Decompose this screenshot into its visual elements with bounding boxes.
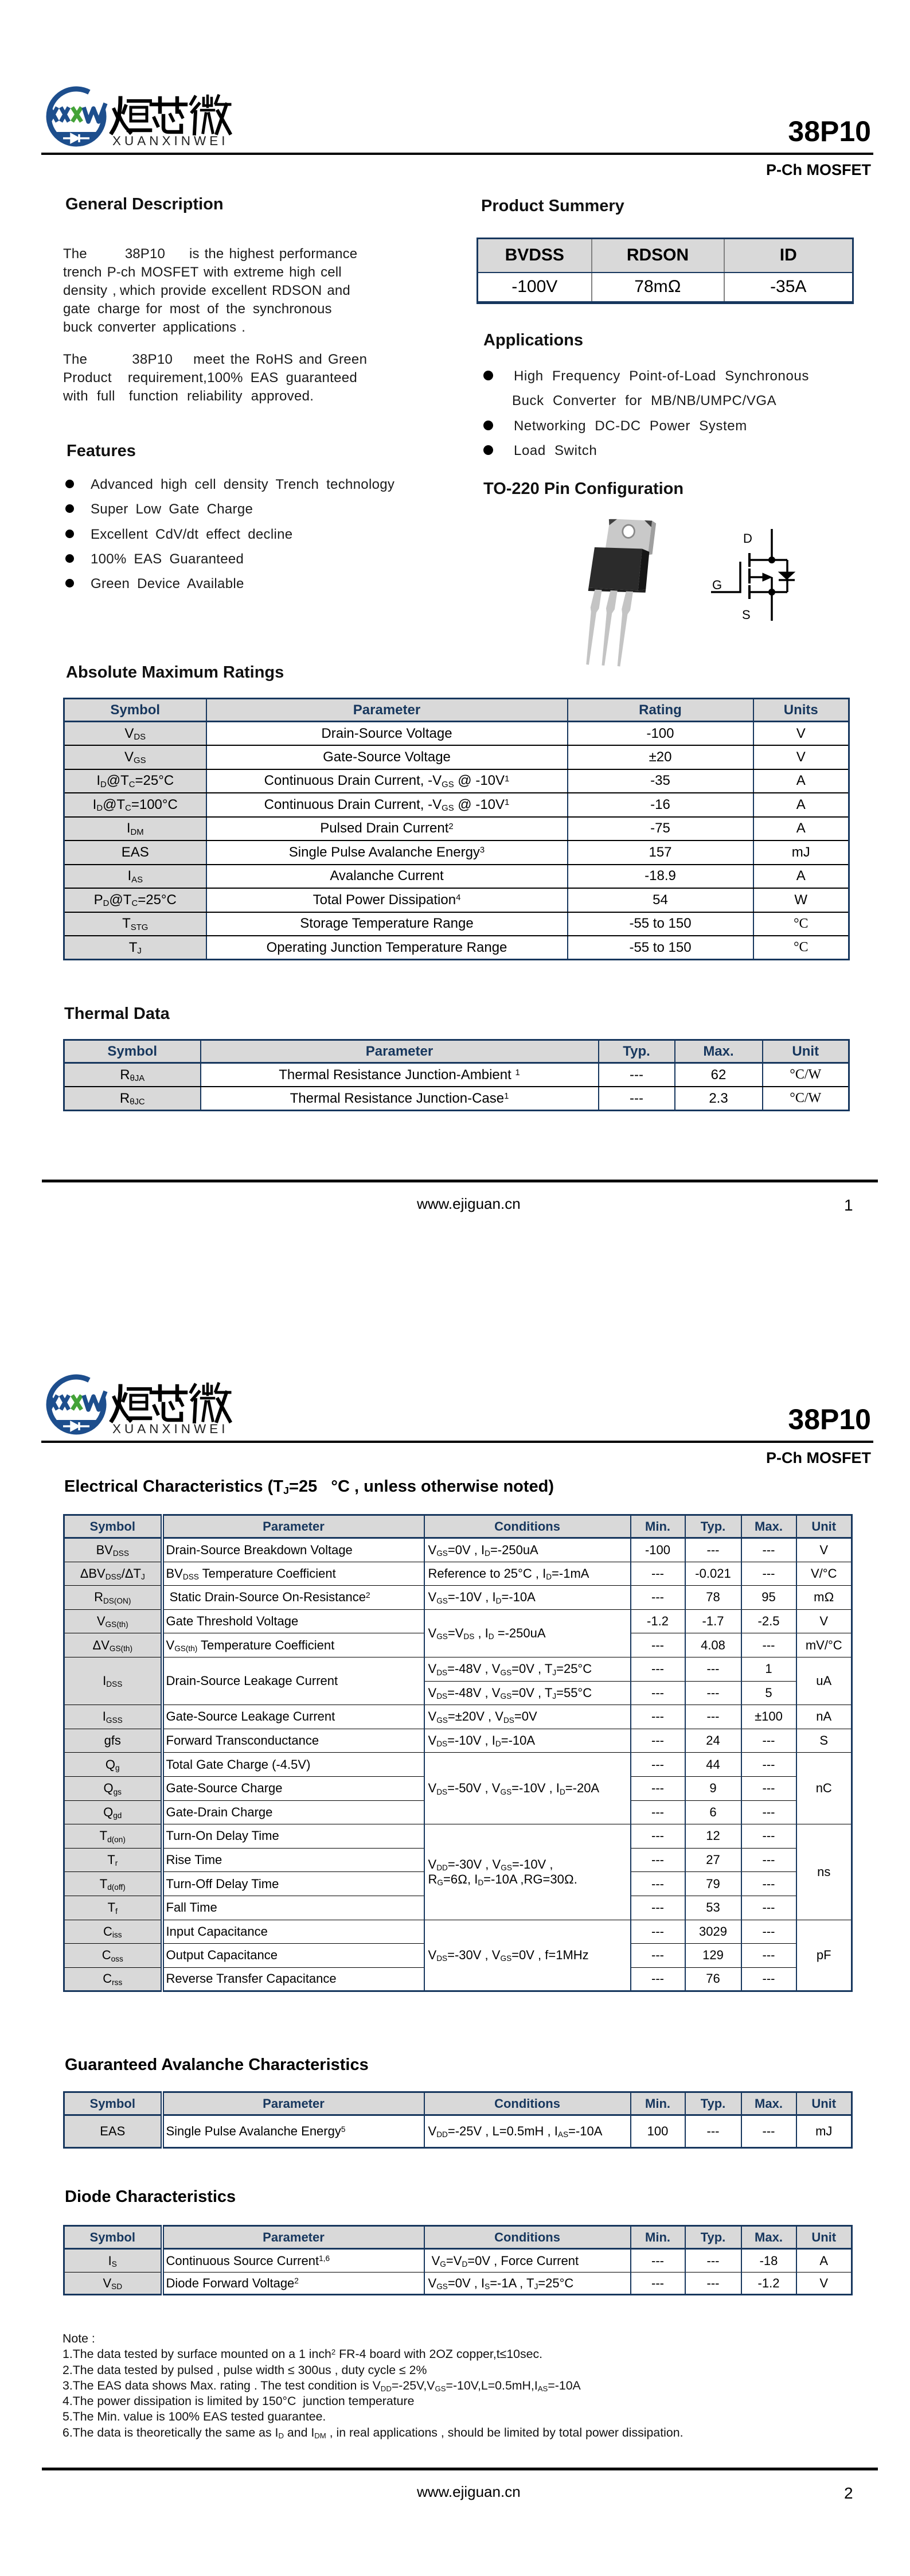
svg-text:S: S (742, 608, 751, 622)
svg-text:XUANXINWEI: XUANXINWEI (112, 1422, 229, 1436)
svg-text:D: D (743, 531, 752, 546)
svg-text:G: G (712, 578, 722, 592)
svg-text:XUANXINWEI: XUANXINWEI (112, 134, 229, 148)
